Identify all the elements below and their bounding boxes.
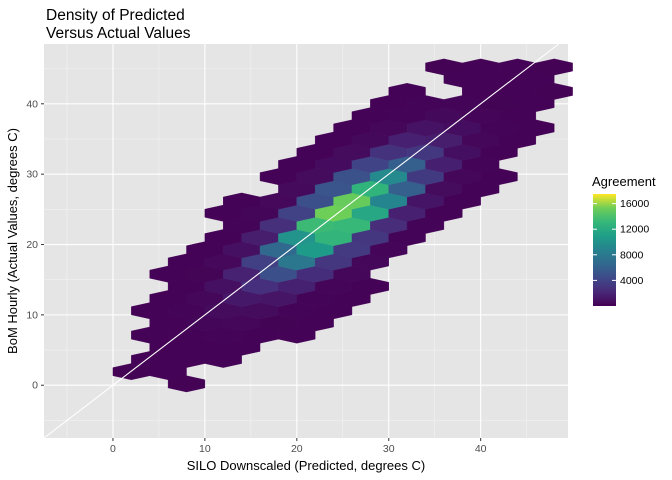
- hexbin-cell: [535, 58, 573, 76]
- plot-panel: [43, 43, 573, 439]
- hexbin-cells: [112, 58, 573, 393]
- chart-title-line-1: Density of Predicted: [46, 7, 185, 24]
- legend-title: Agreement: [592, 174, 656, 189]
- x-tick-label: 0: [110, 443, 116, 455]
- hexbin-cell: [388, 83, 426, 100]
- x-axis-ticks: 0 10 20 30 40: [110, 438, 487, 455]
- y-tick-label: 10: [26, 309, 38, 321]
- y-axis-ticks: 0 10 20 30 40: [26, 98, 44, 392]
- legend-tick-label: 16000: [620, 198, 649, 210]
- x-axis-title: SILO Downscaled (Predicted, degrees C): [187, 458, 425, 473]
- x-tick-label: 10: [199, 443, 211, 455]
- y-tick-label: 40: [26, 98, 38, 110]
- y-axis-title: BoM Hourly (Actual Values, degrees C): [5, 128, 20, 354]
- y-tick-label: 30: [26, 169, 38, 181]
- x-tick-label: 30: [383, 443, 395, 455]
- legend: Agreement 4000 8000 12000 16000: [592, 174, 656, 306]
- legend-tick-label: 8000: [620, 249, 644, 261]
- y-tick-label: 0: [32, 380, 38, 392]
- chart-title-line-2: Versus Actual Values: [46, 25, 191, 42]
- y-tick-label: 20: [26, 239, 38, 251]
- legend-colorbar: [593, 194, 616, 306]
- legend-tick-label: 4000: [620, 275, 644, 287]
- x-tick-label: 40: [475, 443, 487, 455]
- legend-tick-label: 12000: [620, 224, 649, 236]
- legend-ticks: 4000 8000 12000 16000: [593, 198, 649, 287]
- identity-reference-line: [43, 43, 560, 439]
- x-tick-label: 20: [291, 443, 303, 455]
